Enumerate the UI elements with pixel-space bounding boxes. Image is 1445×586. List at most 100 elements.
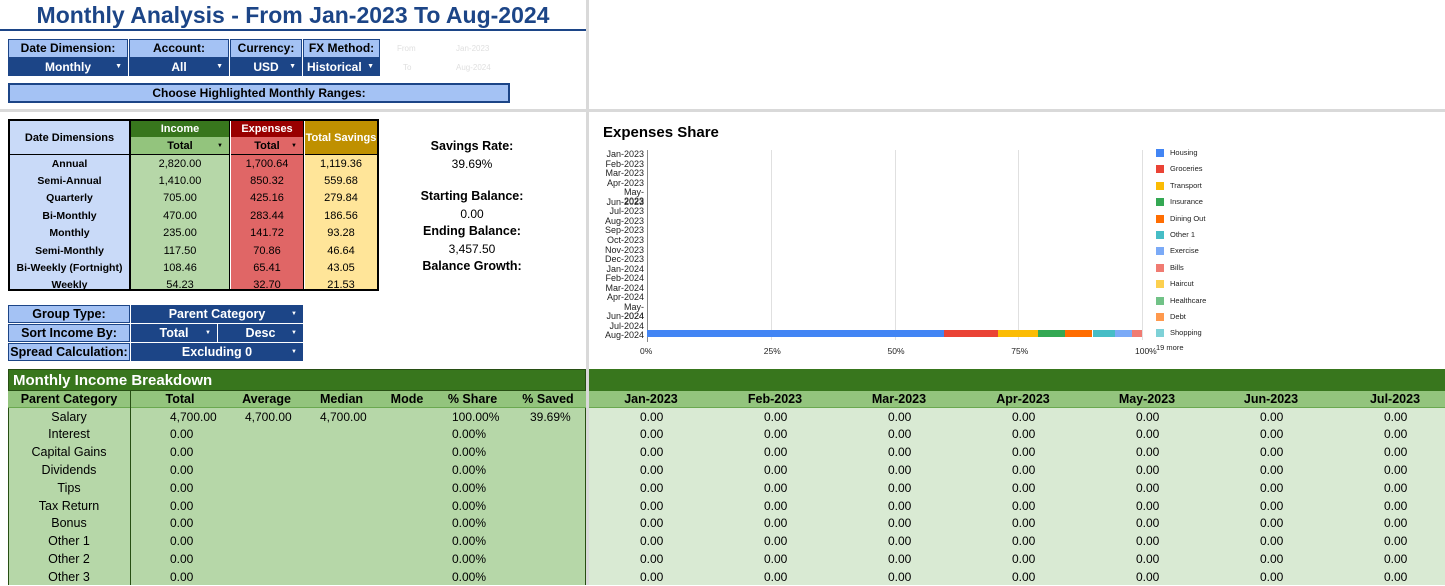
cell-share: 0.00% — [452, 551, 487, 566]
month-value: 0.00 — [888, 569, 912, 584]
month-value: 0.00 — [1012, 551, 1036, 566]
dimension-label: Annual — [51, 157, 88, 170]
dropdown-arrow-icon: ▼ — [291, 311, 297, 317]
y-tick-label: Apr-2023 — [606, 177, 644, 188]
legend-swatch — [1156, 181, 1164, 190]
highlight-ranges-button[interactable]: Choose Highlighted Monthly Ranges: — [8, 83, 510, 103]
dimensions-column: Date Dimensions Annual Semi-Annual Quarter… — [10, 121, 131, 291]
month-value: 0.00 — [1260, 569, 1284, 584]
legend-more: 19 more — [1156, 343, 1184, 352]
category-label: Other 3 — [48, 569, 90, 584]
expenses-value: 70.86 — [253, 244, 281, 257]
sort-field-select[interactable]: Total ▼ — [131, 324, 217, 342]
cell-share: 0.00% — [452, 427, 487, 442]
x-tick-label: 25% — [763, 346, 781, 356]
month-value: 0.00 — [1260, 427, 1284, 442]
month-value: 0.00 — [1260, 551, 1284, 566]
expenses-share-chart: Jan-2023 Feb-2023 Mar-2023 Apr-2023 May-2023… — [604, 148, 1206, 356]
legend-swatch — [1156, 313, 1164, 321]
date-dimension-select[interactable]: Monthly ▼ — [8, 58, 128, 76]
cell-share: 0.00% — [452, 569, 487, 584]
legend-swatch — [1156, 231, 1164, 239]
month-header: Feb-2023 — [747, 392, 803, 406]
spread-calculation-select[interactable]: Excluding 0 ▼ — [131, 343, 303, 361]
account-label: Account: — [129, 39, 229, 58]
legend-label: Transport — [1170, 180, 1202, 190]
ending-balance-value: 3,457.50 — [448, 242, 496, 256]
income-filter[interactable]: Total ▼ — [131, 137, 229, 155]
dimensions-header: Date Dimensions — [10, 121, 129, 155]
month-value: 0.00 — [888, 516, 912, 531]
savings-header: Total Savings — [305, 121, 377, 155]
month-value: 0.00 — [640, 551, 664, 566]
category-label: Dividends — [41, 462, 97, 477]
category-label: Interest — [48, 427, 90, 442]
group-type-select[interactable]: Parent Category ▼ — [131, 305, 303, 323]
month-value: 0.00 — [1136, 409, 1160, 424]
cell-total: 4,700.00 — [170, 409, 217, 424]
cell-share: 0.00% — [452, 445, 487, 460]
month-value: 0.00 — [1012, 534, 1036, 549]
month-value: 0.00 — [640, 409, 664, 424]
savings-column: Total Savings 1,119.36 559.68 279.84 186.56… — [305, 121, 377, 291]
currency-label: Currency: — [230, 39, 302, 58]
currency-select[interactable]: USD ▼ — [230, 58, 302, 76]
dropdown-arrow-icon: ▼ — [291, 330, 297, 336]
cell-total: 0.00 — [170, 551, 194, 566]
month-header: Apr-2023 — [996, 392, 1050, 406]
savings-value: 46.64 — [327, 244, 355, 257]
income-breakdown-title: Monthly Income Breakdown — [8, 369, 586, 391]
income-value: 705.00 — [163, 192, 197, 205]
y-tick-label: Dec-2023 — [604, 254, 644, 265]
month-value: 0.00 — [1012, 445, 1036, 460]
cell-share: 0.00% — [452, 480, 487, 495]
savings-value: 21.53 — [327, 279, 355, 292]
y-axis-line — [647, 150, 648, 342]
fx-method-select[interactable]: Historical ▼ — [303, 58, 380, 76]
expenses-value: 1,700.64 — [245, 157, 289, 170]
column-header: % Saved — [510, 391, 586, 408]
month-header: Jul-2023 — [1369, 392, 1421, 406]
column-header: Parent Category — [8, 391, 130, 408]
month-value: 0.00 — [1136, 516, 1160, 531]
column-header: % Share — [435, 391, 510, 408]
income-grid — [8, 391, 586, 585]
legend-label: Insurance — [1170, 197, 1203, 207]
savings-rate-value: 39.69% — [451, 157, 493, 171]
gridline — [894, 150, 896, 340]
month-value: 0.00 — [640, 569, 664, 584]
to-label: To — [403, 63, 412, 72]
month-value: 0.00 — [640, 516, 664, 531]
cell-total: 0.00 — [170, 569, 194, 584]
month-grid — [589, 391, 1445, 585]
group-type-value: Parent Category — [168, 307, 266, 321]
month-value: 0.00 — [1012, 462, 1036, 477]
sort-field-value: Total — [159, 326, 189, 340]
month-value: 0.00 — [1384, 551, 1408, 566]
dropdown-arrow-icon: ▼ — [205, 330, 211, 336]
legend-label: Haircut — [1170, 279, 1194, 289]
sort-order-select[interactable]: Desc ▼ — [218, 324, 303, 342]
bar-segment — [647, 330, 944, 338]
month-value: 0.00 — [1012, 498, 1036, 513]
date-dimension-value: Monthly — [45, 60, 91, 74]
x-tick-label: 100% — [1135, 346, 1157, 356]
month-value: 0.00 — [1012, 569, 1036, 584]
y-tick-label: Sep-2023 — [604, 225, 644, 236]
bar-segment — [1132, 330, 1142, 338]
category-label: Tips — [57, 480, 81, 495]
sort-income-label: Sort Income By: — [8, 324, 130, 342]
month-value: 0.00 — [1384, 445, 1408, 460]
column-header: Median — [304, 391, 379, 408]
gridline — [770, 150, 772, 340]
expenses-filter[interactable]: Total ▼ — [231, 137, 303, 155]
dimension-label: Semi-Annual — [37, 174, 102, 187]
savings-value: 1,119.36 — [319, 157, 362, 170]
account-select[interactable]: All ▼ — [129, 58, 229, 76]
legend-label: Shopping — [1170, 328, 1202, 338]
x-tick-label: 75% — [1011, 346, 1029, 356]
cell-share: 0.00% — [452, 462, 487, 477]
y-tick-label: Jun-2024 — [606, 311, 644, 322]
y-tick-label: Aug-2024 — [604, 330, 644, 341]
expenses-value: 141.72 — [250, 227, 284, 240]
